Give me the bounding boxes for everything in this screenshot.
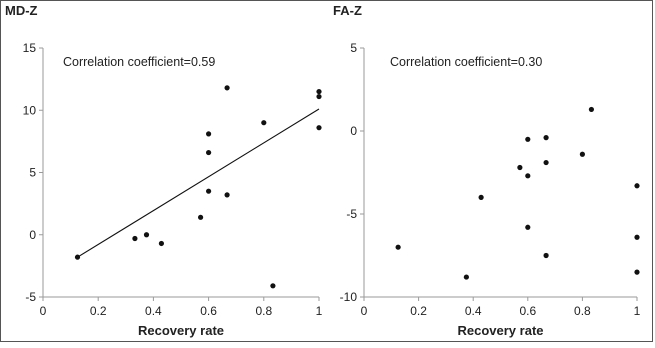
correlation-annotation: Correlation coefficient=0.59	[63, 55, 215, 69]
x-tick-label: 0.8	[255, 304, 272, 318]
data-point	[634, 183, 640, 189]
data-point	[143, 232, 150, 238]
data-point	[316, 93, 322, 100]
x-tick-label: 0.4	[145, 304, 162, 318]
data-point	[261, 120, 267, 126]
data-point	[525, 173, 531, 179]
x-axis-label: Recovery rate	[138, 323, 224, 338]
data-point	[588, 106, 595, 113]
chart-title: FA-Z	[333, 3, 362, 18]
data-point	[525, 136, 531, 142]
y-tick-label: -5	[346, 207, 357, 221]
data-point	[270, 283, 276, 289]
chart-panel-2: FA-Z -10 -5 0 5 0 0.2 0.4 0.6 0.8 1 Recovery rate Co…	[333, 3, 641, 338]
y-tick-label: -10	[340, 290, 358, 304]
data-point	[395, 244, 401, 250]
data-point	[158, 240, 165, 247]
data-point	[316, 125, 322, 131]
data-point	[224, 85, 230, 91]
data-point	[543, 252, 549, 259]
y-tick-label: 0	[29, 228, 36, 242]
y-tick-label: -5	[25, 290, 36, 304]
x-tick-label: 0	[361, 304, 368, 318]
data-point	[525, 224, 531, 230]
chart-panel-1: MD-Z -5 0 5 10 15 0 0.2 0.4 0.6 0.8 1 Recovery rate C…	[5, 3, 323, 338]
y-tick-label: 0	[350, 124, 357, 138]
trend-line	[77, 108, 320, 258]
x-tick-label: 0.6	[200, 304, 217, 318]
chart-title: MD-Z	[5, 3, 38, 18]
x-tick-label: 1	[316, 304, 323, 318]
data-point	[206, 149, 212, 156]
data-point	[543, 135, 549, 141]
data-point	[197, 214, 204, 220]
data-point	[132, 235, 138, 242]
figure-frame: MD-Z -5 0 5 10 15 0 0.2 0.4 0.6 0.8 1 Recovery rate C…	[0, 0, 653, 342]
correlation-annotation: Correlation coefficient=0.30	[390, 55, 542, 69]
x-tick-label: 0.4	[465, 304, 482, 318]
y-tick-label: 5	[29, 166, 36, 180]
data-point	[463, 274, 469, 280]
x-tick-label: 0.8	[574, 304, 591, 318]
data-point	[316, 88, 322, 95]
x-tick-label: 1	[634, 304, 641, 318]
data-point	[224, 192, 230, 198]
data-point	[206, 188, 212, 194]
x-axis-label: Recovery rate	[458, 323, 544, 338]
data-point	[74, 254, 81, 260]
y-tick-label: 5	[350, 41, 357, 55]
data-point	[517, 164, 523, 171]
x-tick-label: 0.2	[90, 304, 107, 318]
data-point	[206, 131, 212, 137]
data-point	[478, 194, 484, 200]
x-tick-label: 0.2	[410, 304, 427, 318]
y-tick-label: 15	[23, 41, 37, 55]
data-point	[579, 151, 586, 157]
data-point	[634, 269, 640, 275]
x-tick-label: 0.6	[519, 304, 536, 318]
data-point	[543, 159, 549, 166]
data-point	[634, 234, 640, 240]
x-tick-label: 0	[40, 304, 47, 318]
y-tick-label: 10	[23, 103, 37, 117]
